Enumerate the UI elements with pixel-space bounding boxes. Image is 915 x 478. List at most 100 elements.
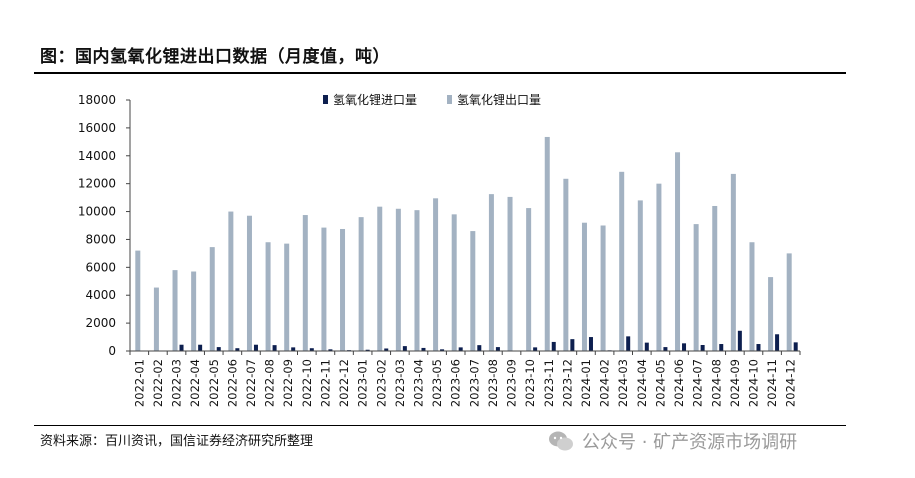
export-bar [544, 136, 550, 351]
x-tick-label: 2022-04 [188, 359, 202, 407]
x-tick-label: 2023-02 [374, 359, 388, 407]
x-tick-label: 2024-11 [765, 359, 779, 407]
y-tick-label: 6000 [85, 260, 116, 274]
import-bar [440, 349, 445, 351]
title-rule [34, 72, 846, 74]
import-bar [309, 348, 314, 351]
x-tick-label: 2023-11 [542, 359, 556, 407]
export-bar [581, 222, 587, 351]
legend-label-import: 氢氧化锂进口量 [333, 92, 417, 107]
export-bar [637, 200, 643, 351]
y-tick-label: 2000 [85, 316, 116, 330]
export-bar [675, 152, 681, 351]
x-tick-label: 2022-11 [318, 359, 332, 407]
x-tick-label: 2024-10 [746, 359, 760, 407]
x-tick-label: 2023-12 [560, 359, 574, 407]
export-bar [321, 227, 327, 351]
export-bar [209, 247, 215, 351]
x-tick-label: 2024-01 [579, 359, 593, 407]
bars [135, 136, 798, 351]
x-tick-label: 2023-03 [393, 359, 407, 407]
export-bar [265, 242, 271, 351]
x-tick-label: 2023-01 [356, 359, 370, 407]
import-bar [272, 345, 277, 351]
y-tick-label: 0 [108, 344, 116, 358]
x-tick-label: 2022-01 [132, 359, 146, 407]
y-tick-label: 10000 [78, 205, 116, 219]
x-tick-label: 2023-04 [411, 359, 425, 407]
x-tick-label: 2024-06 [672, 359, 686, 407]
y-tick-label: 16000 [78, 121, 116, 135]
export-bar [172, 270, 178, 351]
import-bar [737, 330, 742, 351]
import-bar [700, 345, 705, 351]
import-bar [570, 339, 575, 351]
export-bar [395, 208, 401, 351]
export-bar [488, 194, 494, 351]
x-tick-label: 2022-07 [244, 359, 258, 407]
import-bar [588, 337, 593, 351]
x-tick-label: 2023-10 [523, 359, 537, 407]
export-bar [730, 173, 736, 351]
import-bar [756, 344, 761, 351]
source-note: 资料来源：百川资讯，国信证券经济研究所整理 [40, 434, 314, 449]
import-bar [384, 348, 389, 351]
import-bar [644, 342, 649, 351]
x-tick-label: 2022-10 [300, 359, 314, 407]
import-bar [458, 347, 463, 351]
import-bar [179, 344, 184, 351]
import-bar [551, 341, 556, 351]
export-bar [712, 205, 718, 351]
import-bar [477, 345, 482, 351]
x-tick-label: 2023-08 [486, 359, 500, 407]
export-bar [191, 271, 197, 351]
export-bar [451, 214, 457, 351]
chart-title: 图：国内氢氧化锂进出口数据（月度值，吨） [40, 47, 390, 67]
export-bar [246, 215, 252, 351]
y-tick-label: 4000 [85, 288, 116, 302]
import-bar [495, 347, 500, 351]
x-tick-label: 2024-12 [784, 359, 798, 407]
export-bar [786, 253, 792, 351]
legend-swatch-import [323, 95, 328, 104]
x-tick-label: 2023-07 [467, 359, 481, 407]
x-tick-label: 2023-05 [430, 359, 444, 407]
x-tick-label: 2023-06 [449, 359, 463, 407]
x-tick-label: 2023-09 [505, 359, 519, 407]
import-bar [793, 342, 798, 351]
x-tick-label: 2024-02 [598, 359, 612, 407]
x-tick-label: 2022-09 [281, 359, 295, 407]
export-bar [340, 228, 346, 351]
x-tick-label: 2022-08 [263, 359, 277, 407]
x-tick-label: 2022-02 [151, 359, 165, 407]
x-tick-label: 2022-12 [337, 359, 351, 407]
import-bar [626, 336, 631, 351]
watermark-text: 公众号 · 矿产资源市场调研 [582, 432, 798, 453]
export-bar [693, 224, 699, 351]
y-tick-label: 14000 [78, 149, 116, 163]
import-bar [719, 344, 724, 351]
x-tick-label: 2024-08 [709, 359, 723, 407]
import-bar [328, 349, 333, 351]
export-bar [358, 217, 364, 351]
legend: 氢氧化锂进口量 氢氧化锂出口量 [323, 92, 541, 107]
export-bar [656, 183, 662, 351]
y-axis: 0 2000 4000 6000 8000 10000 12000 14000 16000 180… [78, 93, 131, 358]
import-bar [421, 347, 426, 351]
import-bar [402, 346, 407, 351]
watermark: 公众号 · 矿产资源市场调研 [548, 428, 797, 454]
import-bar [291, 347, 296, 351]
import-bar [198, 344, 203, 351]
x-tick-label: 2024-05 [653, 359, 667, 407]
export-bar [600, 225, 606, 351]
wechat-icon [549, 431, 573, 451]
import-bar [663, 347, 668, 351]
import-bar [235, 348, 240, 351]
legend-label-export: 氢氧化锂出口量 [457, 92, 541, 107]
export-bar [228, 211, 234, 351]
export-bar [135, 250, 141, 351]
y-tick-label: 8000 [85, 232, 116, 246]
export-bar [302, 215, 308, 351]
export-bar [284, 243, 290, 351]
import-bar [365, 349, 370, 351]
